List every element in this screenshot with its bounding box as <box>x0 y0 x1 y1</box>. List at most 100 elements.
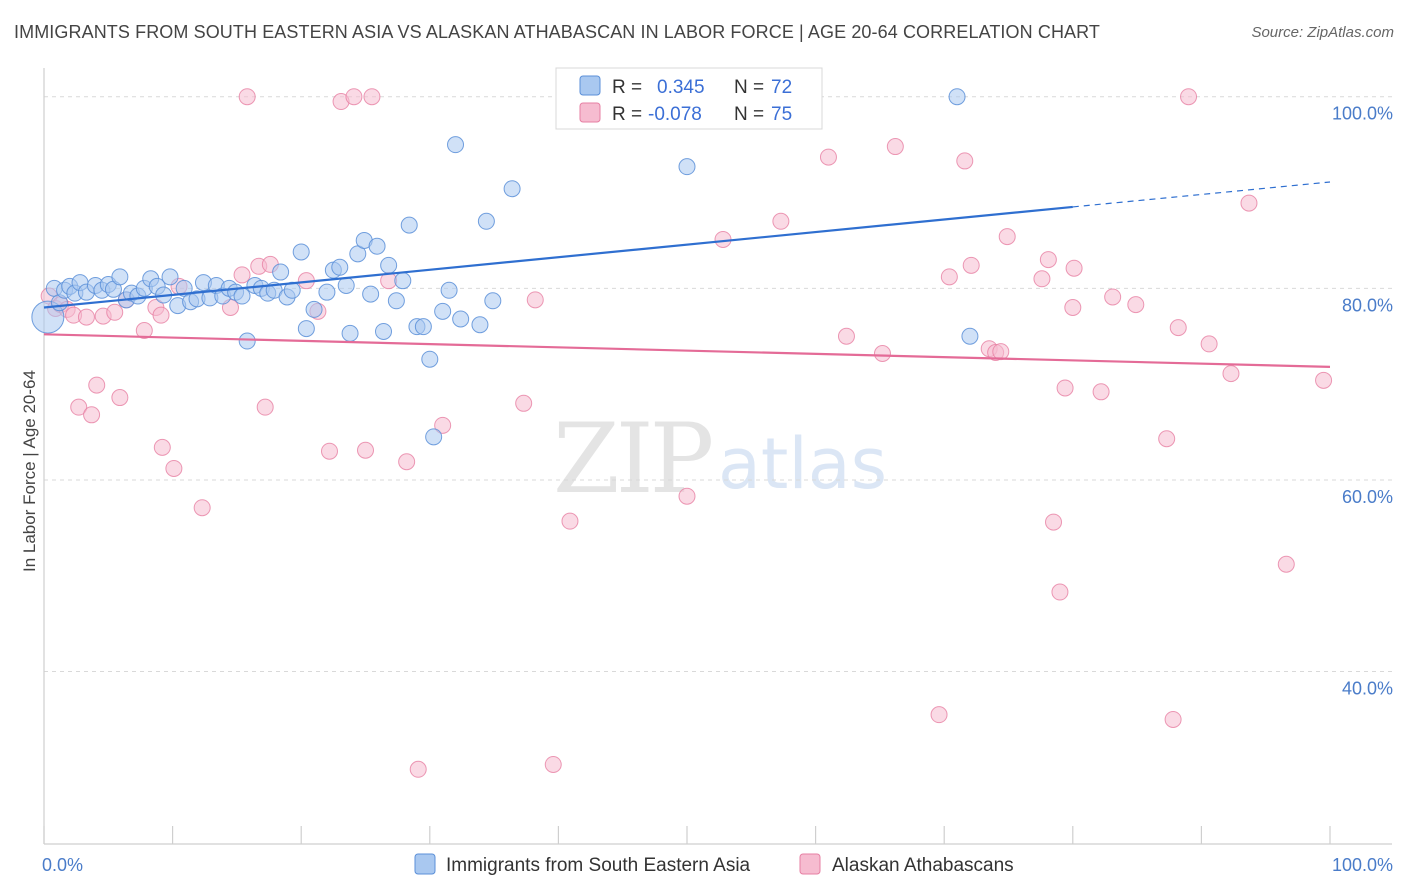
pink-point <box>357 441 374 459</box>
pink-point <box>772 212 790 230</box>
blue-point <box>400 216 418 234</box>
pink-point <box>1104 288 1122 306</box>
pink-point <box>363 88 381 106</box>
x-tick-label: 100.0% <box>1332 855 1393 875</box>
pink-point <box>544 755 562 773</box>
pink-point <box>956 152 974 170</box>
legend-n-label-1: N = <box>734 77 764 98</box>
pink-point <box>886 138 904 156</box>
pink-point <box>1200 335 1218 353</box>
blue-point <box>111 268 129 286</box>
watermark-atlas: atlas <box>718 423 887 505</box>
pink-point <box>940 268 958 286</box>
pink-point <box>398 453 416 471</box>
y-tick-labels: 40.0% 60.0% 80.0% 100.0% <box>1332 104 1393 699</box>
pink-point <box>1033 270 1051 288</box>
blue-point <box>318 283 336 301</box>
legend-r-value-2: -0.078 <box>648 104 702 125</box>
chart-title: IMMIGRANTS FROM SOUTH EASTERN ASIA VS AL… <box>14 22 1101 42</box>
trendlines <box>43 181 1331 369</box>
blue-point <box>331 258 349 276</box>
pink-point <box>1051 583 1069 601</box>
y-tick-label: 40.0% <box>1342 679 1393 699</box>
pink-point <box>1277 555 1295 573</box>
blue-trendline-extension <box>1072 181 1331 208</box>
x-tick-label: 0.0% <box>42 855 83 875</box>
pink-point <box>1158 430 1176 448</box>
pink-point <box>409 760 427 778</box>
blue-point <box>368 237 386 255</box>
pink-point <box>1164 710 1182 728</box>
pink-point <box>992 343 1010 361</box>
pink-point <box>88 376 106 394</box>
blue-point <box>447 136 465 154</box>
blue-point <box>380 256 398 274</box>
blue-point <box>394 272 412 290</box>
blue-point <box>425 428 443 446</box>
blue-point <box>452 310 470 328</box>
blue-point <box>484 292 502 310</box>
pink-point <box>153 438 171 456</box>
blue-point <box>292 243 310 261</box>
source-credit: Source: ZipAtlas.com <box>1251 24 1394 41</box>
blue-point <box>961 327 979 345</box>
gridlines <box>44 96 1392 673</box>
pink-point <box>1092 383 1110 401</box>
pink-point <box>1065 259 1083 277</box>
pink-point <box>238 88 256 106</box>
pink-point <box>998 228 1016 246</box>
pink-point <box>135 321 153 339</box>
legend-n-value-1: 72 <box>771 77 792 98</box>
legend-swatch-pink <box>579 102 601 123</box>
blue-point <box>305 300 323 318</box>
blue-point <box>341 324 359 342</box>
blue-point <box>414 318 432 336</box>
pink-point <box>1180 88 1198 106</box>
blue-point <box>161 268 179 286</box>
pink-point <box>1039 251 1057 269</box>
blue-point <box>375 322 393 340</box>
blue-point <box>434 302 452 320</box>
y-axis-label: In Labor Force | Age 20-64 <box>20 370 39 572</box>
pink-point <box>1240 194 1258 212</box>
blue-point <box>477 212 495 230</box>
bottom-legend-swatch-pink <box>799 853 821 875</box>
pink-point <box>83 406 101 424</box>
x-axis-ticks <box>43 826 1331 844</box>
legend-r-label-2: R = <box>612 104 642 125</box>
pink-point <box>962 256 980 274</box>
pink-point <box>165 459 183 477</box>
pink-point <box>70 398 88 416</box>
pink-point <box>77 308 95 326</box>
blue-point <box>471 316 489 334</box>
pink-point <box>561 512 579 530</box>
blue-point <box>337 276 355 294</box>
pink-point <box>819 148 837 166</box>
blue-point <box>233 287 251 305</box>
pink-point <box>152 306 170 324</box>
legend-n-label-2: N = <box>734 104 764 125</box>
pink-trendline <box>43 333 1331 369</box>
blue-point <box>503 180 521 198</box>
pink-point <box>1315 371 1333 389</box>
blue-point <box>297 320 315 338</box>
pink-point <box>256 398 274 416</box>
x-tick-labels: 0.0% 100.0% <box>42 855 1393 875</box>
pink-point <box>434 416 452 434</box>
pink-point <box>837 327 855 345</box>
blue-point <box>362 285 380 303</box>
pink-point <box>1056 379 1074 397</box>
blue-point <box>948 88 966 106</box>
pink-point <box>320 442 338 460</box>
y-tick-label: 100.0% <box>1332 104 1393 124</box>
legend-r-value-1: 0.345 <box>657 77 705 98</box>
pink-point <box>526 291 544 309</box>
pink-point <box>233 266 251 284</box>
bottom-legend-swatch-blue <box>414 853 436 875</box>
pink-point <box>1064 299 1082 317</box>
y-tick-label: 60.0% <box>1342 487 1393 507</box>
blue-point <box>272 263 290 281</box>
pink-point <box>111 389 129 407</box>
legend-r-label-1: R = <box>612 77 642 98</box>
